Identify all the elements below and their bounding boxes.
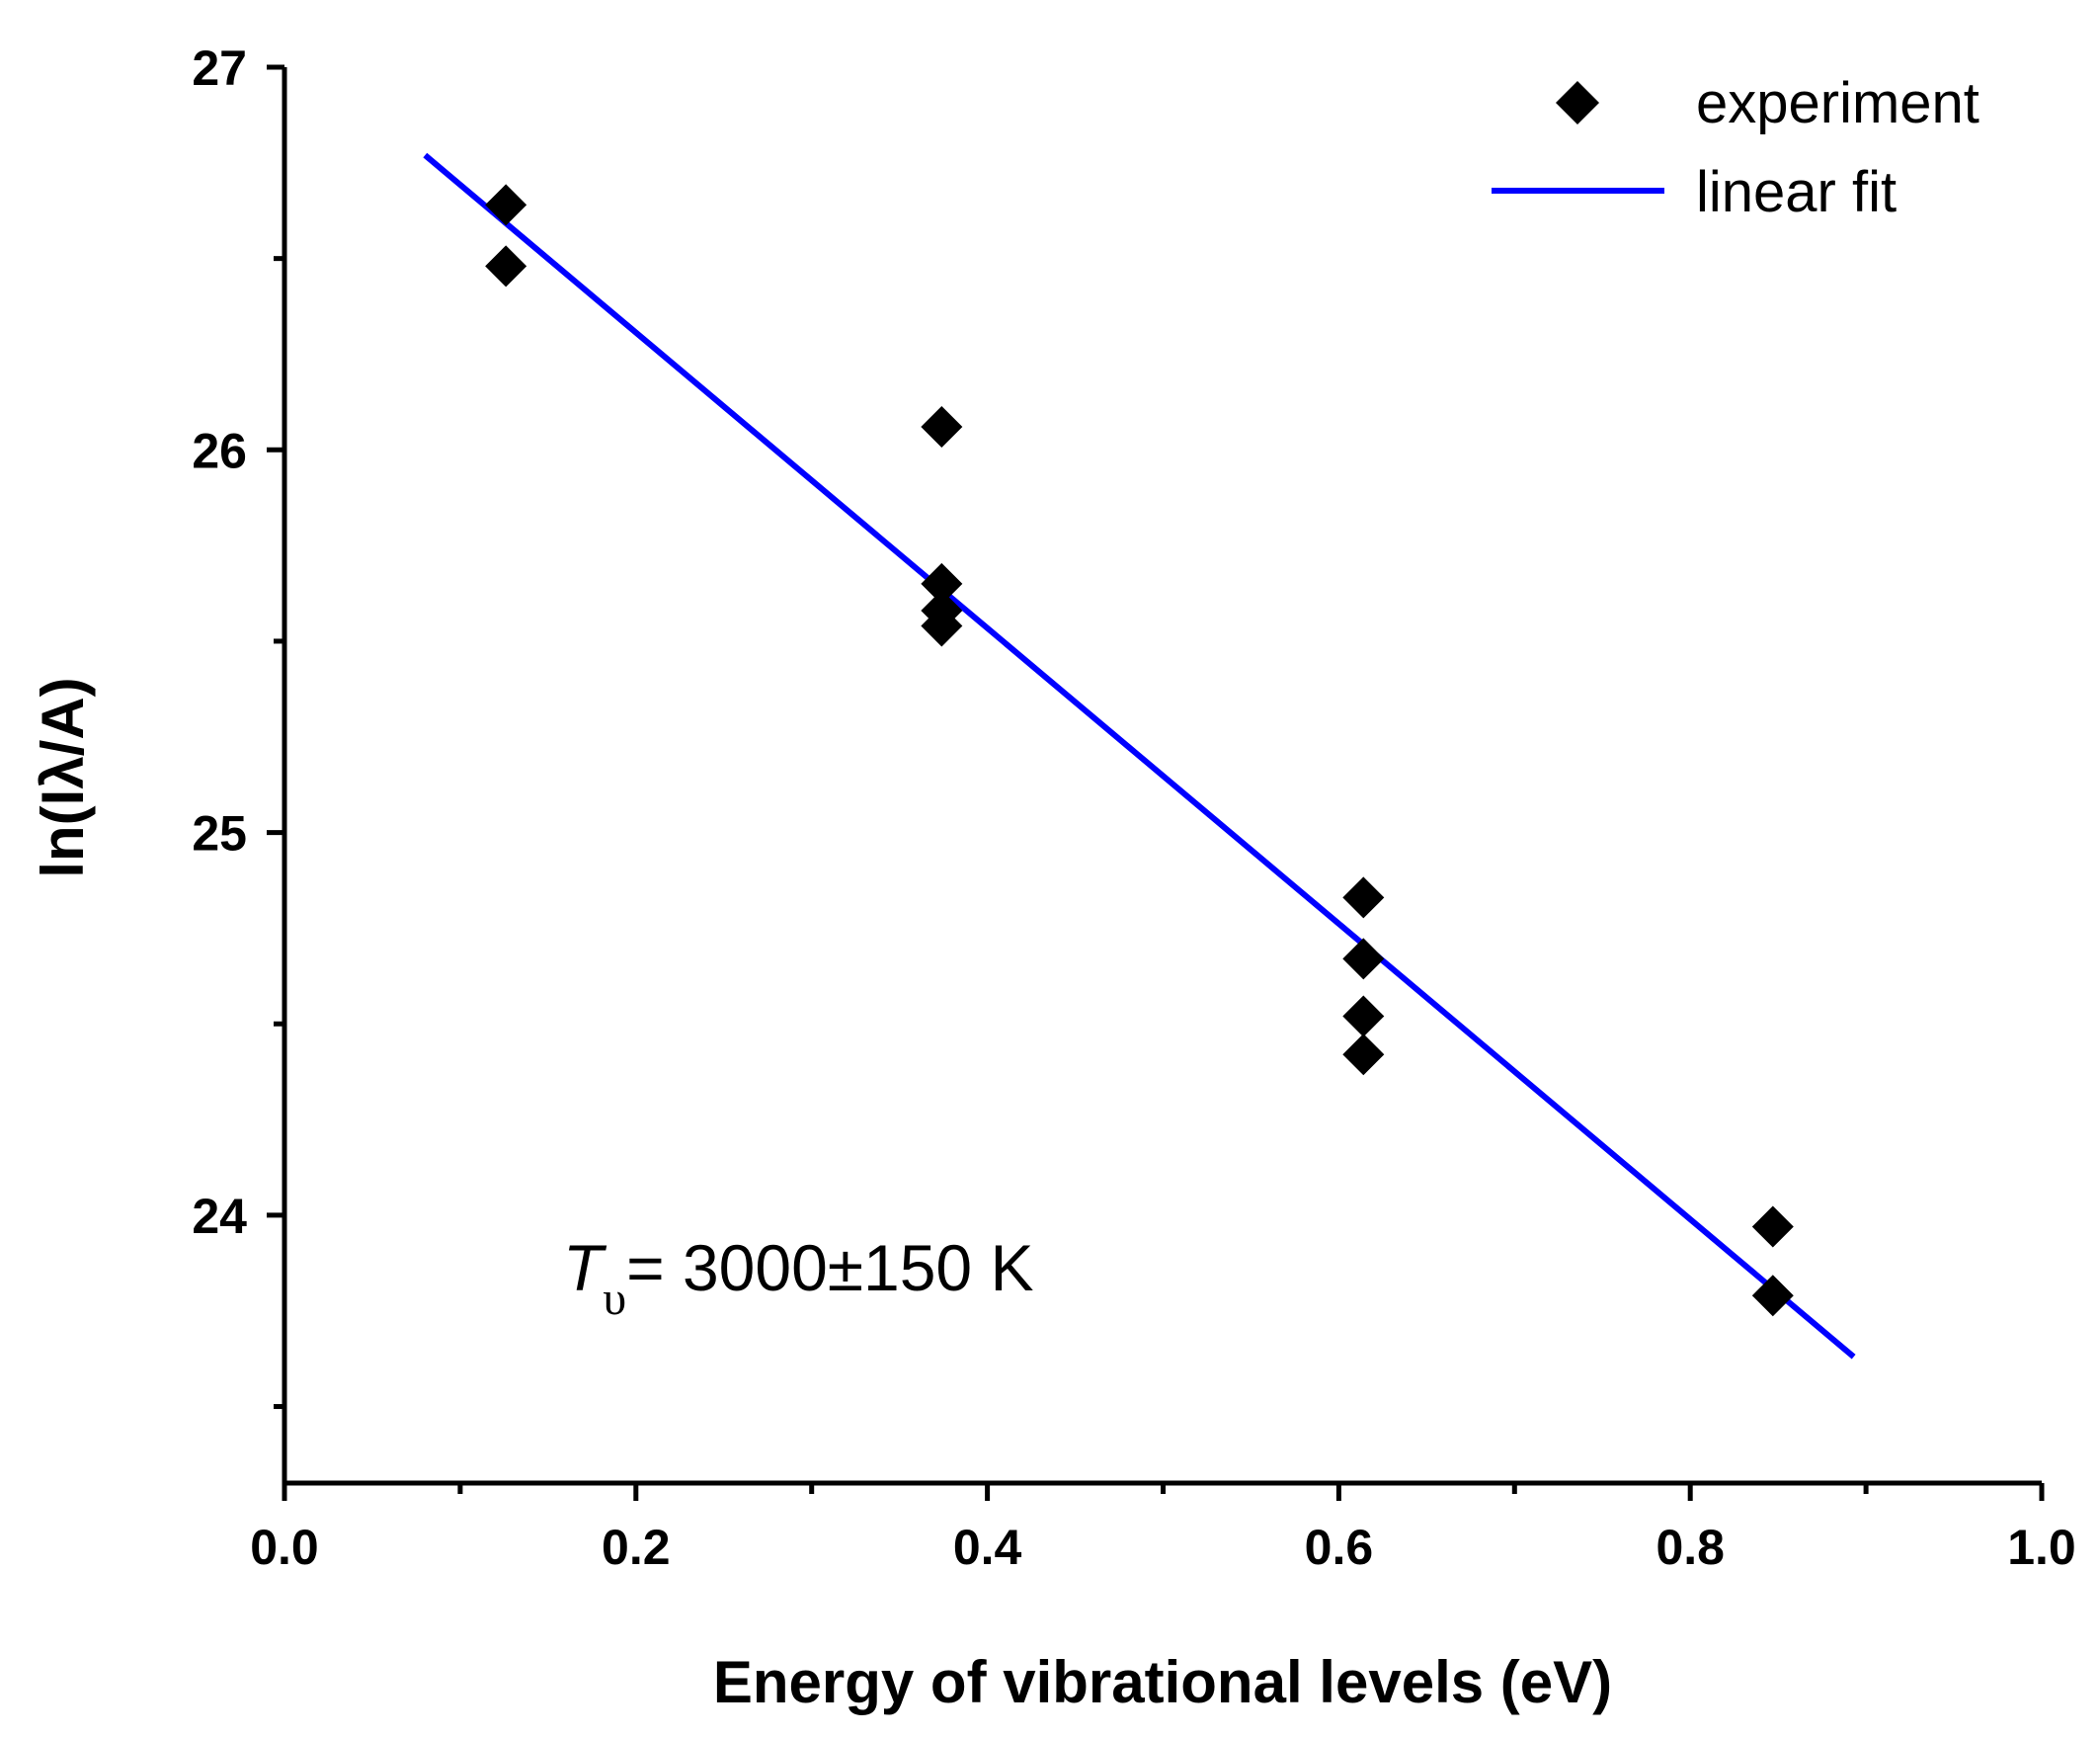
experiment-point [1751, 1275, 1794, 1317]
y-tick-label: 25 [192, 806, 247, 862]
y-axis-ticks: 24 25 26 27 [192, 41, 284, 1410]
x-tick-label: 0.4 [953, 1520, 1022, 1575]
experiment-point [921, 605, 963, 647]
x-axis-ticks: 0.0 0.2 0.4 0.6 0.8 1.0 [250, 1483, 2076, 1575]
legend-marker-experiment [1556, 81, 1599, 124]
y-tick-label: 27 [192, 41, 247, 96]
experiment-point [1342, 876, 1385, 919]
y-tick-label: 24 [192, 1189, 247, 1244]
x-axis-title: Energy of vibrational levels (eV) [713, 1649, 1612, 1715]
experiment-point [1342, 995, 1385, 1037]
legend-label-linear-fit: linear fit [1696, 160, 1897, 224]
linear-fit-line [423, 152, 1856, 1360]
x-tick-label: 0.6 [1305, 1520, 1374, 1575]
experiment-point [1342, 938, 1385, 980]
annotation-symbol: T [563, 1231, 607, 1304]
experiment-point [1751, 1205, 1794, 1248]
x-tick-label: 0.8 [1656, 1520, 1725, 1575]
annotation-subscript: υ [603, 1273, 626, 1325]
y-axis-title: ln(Iλ/A) [30, 677, 96, 877]
series-layer [423, 152, 1856, 1360]
experiment-point [921, 562, 963, 605]
y-tick-label: 26 [192, 423, 247, 478]
x-tick-label: 1.0 [2007, 1520, 2076, 1575]
legend-label-experiment: experiment [1696, 71, 1979, 135]
experiment-point [1342, 1034, 1385, 1076]
annotation-value: = 3000±150 K [626, 1231, 1033, 1304]
x-tick-label: 0.2 [602, 1520, 671, 1575]
plot-area: 0.0 0.2 0.4 0.6 0.8 1.0 24 25 26 27 [192, 41, 2075, 1575]
x-tick-label: 0.0 [250, 1520, 319, 1575]
experiment-point [921, 406, 963, 449]
temperature-annotation: Tυ= 3000±150 K [563, 1231, 1034, 1325]
experiment-point [485, 184, 527, 226]
legend: experiment linear fit [1492, 71, 1979, 224]
experiment-point [485, 245, 527, 288]
